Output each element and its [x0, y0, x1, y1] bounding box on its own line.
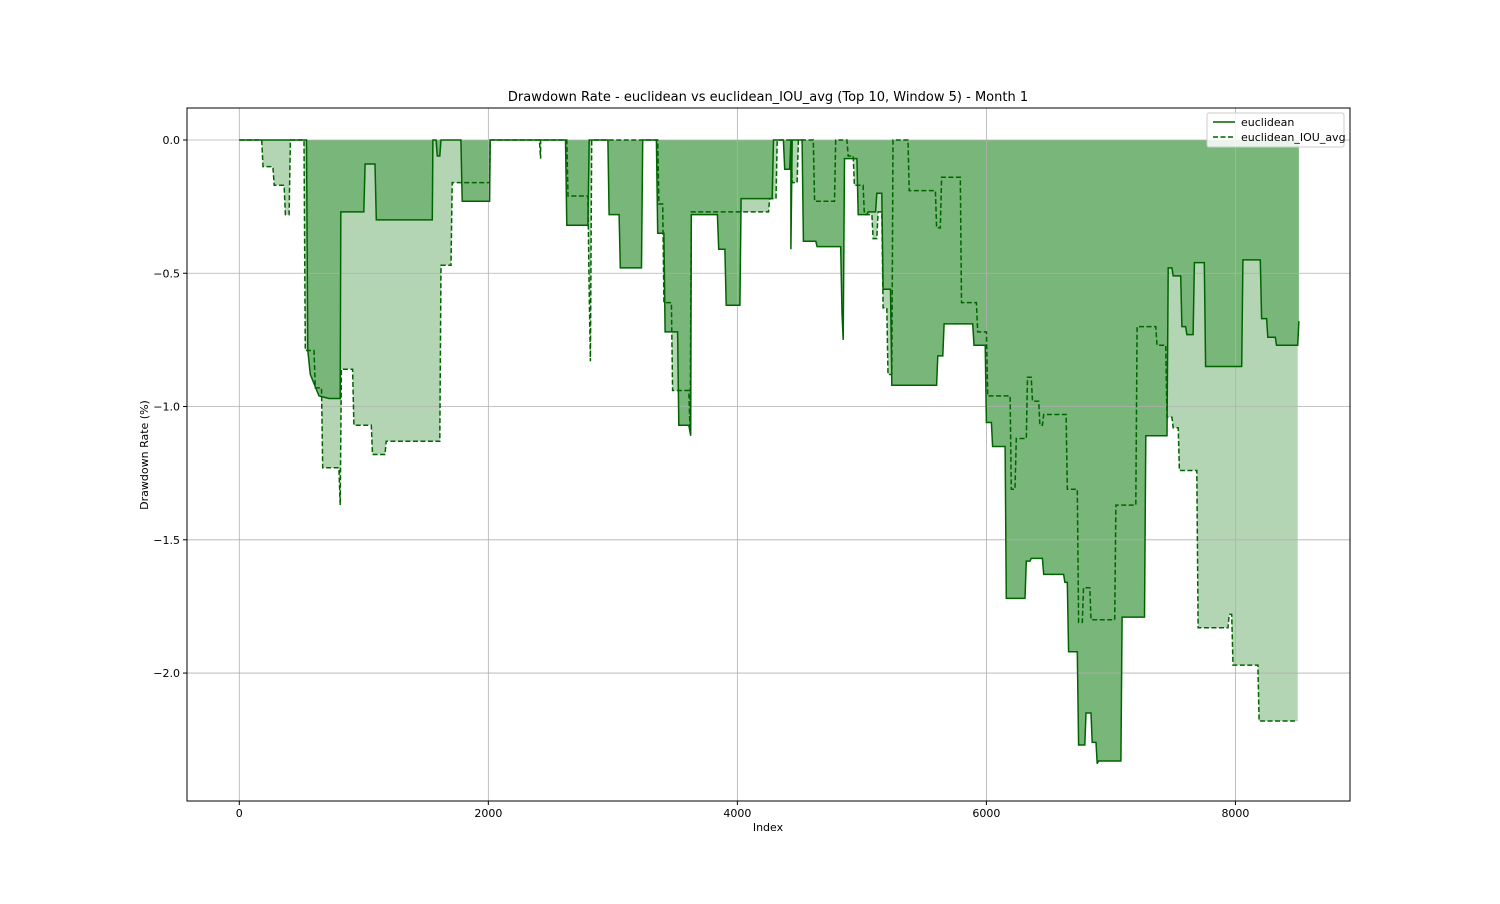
- legend: euclidean euclidean_IOU_avg: [1206, 112, 1346, 148]
- x-tick-label: 2000: [474, 807, 502, 820]
- y-tick-label: −2.0: [153, 667, 180, 680]
- x-axis-label: Index: [753, 821, 784, 834]
- plot-frame: [186, 107, 1351, 802]
- y-tick-label: −1.0: [153, 401, 180, 414]
- x-tick-label: 0: [236, 807, 243, 820]
- x-tick-label: 8000: [1221, 807, 1249, 820]
- y-tick-label: −1.5: [153, 534, 180, 547]
- legend-label-euclidean-iou-avg: euclidean_IOU_avg: [1241, 131, 1346, 144]
- area-fill-euclidean: [239, 140, 1299, 764]
- fill-areas: [239, 140, 1299, 764]
- series-lines: [239, 139, 1300, 765]
- y-tick-label: 0.0: [163, 134, 181, 147]
- chart-title: Drawdown Rate - euclidean vs euclidean_I…: [508, 90, 1028, 105]
- legend-box: [1206, 112, 1345, 148]
- series-line-euclidean-iou-avg: [239, 139, 1298, 722]
- y-axis-label: Drawdown Rate (%): [138, 400, 151, 510]
- x-tick-label: 4000: [723, 807, 751, 820]
- legend-label-euclidean: euclidean: [1241, 116, 1294, 129]
- axis-ticks: 0 2000 4000 6000 8000 0.0 −0.5 −1.0 −1.5 −2.0: [153, 134, 1249, 820]
- y-tick-label: −0.5: [153, 267, 180, 280]
- x-tick-label: 6000: [972, 807, 1000, 820]
- gridlines: [187, 108, 1350, 801]
